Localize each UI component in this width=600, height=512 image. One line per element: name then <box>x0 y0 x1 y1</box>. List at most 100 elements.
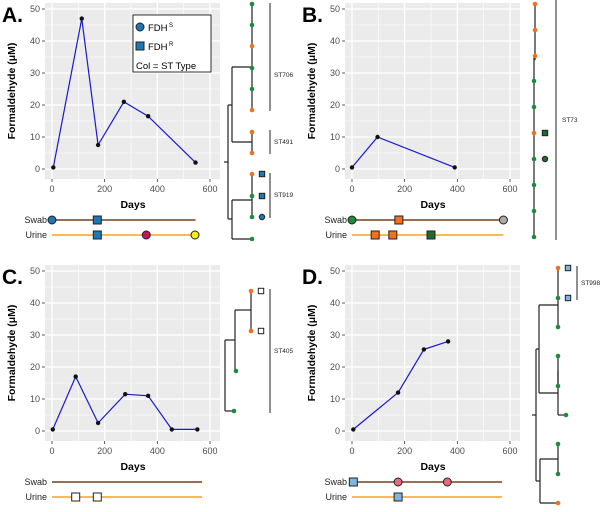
tree-tip <box>231 408 237 414</box>
x-tick-label: 200 <box>397 184 412 194</box>
data-point <box>73 374 78 379</box>
tree-tip <box>555 471 561 477</box>
data-point <box>195 427 200 432</box>
x-tick-label: 600 <box>502 184 517 194</box>
x-tick-label: 600 <box>202 446 217 456</box>
y-tick-label: 40 <box>330 36 340 46</box>
swab-sample-circle <box>47 215 57 225</box>
data-point <box>452 165 457 170</box>
tree-tip <box>531 130 537 136</box>
y-tick-label: 40 <box>30 36 40 46</box>
tree-tip <box>531 182 537 188</box>
y-tick-label: 40 <box>330 298 340 308</box>
phylogenetic-tree: ST998 <box>532 264 600 506</box>
x-axis-title: Days <box>120 199 145 211</box>
tree-tip <box>531 208 537 214</box>
legend-label: FDH <box>148 23 168 34</box>
swab-sample-square <box>348 477 358 487</box>
x-tick-label: 400 <box>150 446 165 456</box>
legend-box <box>132 14 212 73</box>
tree-tip <box>531 78 537 84</box>
phylogenetic-tree: ST706 ST491 ST919 <box>224 1 294 242</box>
tree-tip <box>249 193 255 199</box>
y-axis-title: Formaldehyde (μM) <box>6 305 18 402</box>
x-axis-title: Days <box>420 461 445 473</box>
tree-tip <box>532 53 538 59</box>
tree-tip <box>555 265 561 271</box>
tip-square-icon <box>257 287 265 295</box>
x-tick-label: 200 <box>97 446 112 456</box>
x-tick-label: 0 <box>349 446 354 456</box>
data-point <box>349 165 355 170</box>
urine-label: Urine <box>25 492 47 502</box>
x-tick-label: 600 <box>502 446 517 456</box>
legend-label: FDH <box>148 42 168 53</box>
y-tick-label: 0 <box>35 426 40 436</box>
tree-tip <box>249 43 255 49</box>
x-axis-title: Days <box>420 199 445 211</box>
data-point <box>169 427 175 432</box>
tip-circle-icon <box>541 155 549 163</box>
tree-tip <box>555 441 561 447</box>
y-tick-label: 10 <box>30 394 40 404</box>
phylogenetic-tree: ST405 <box>224 287 294 414</box>
panel-a: 0 200 400 600 0 10 20 30 40 50 A. Days Formaldehyde … <box>2 1 294 242</box>
tree-tip <box>531 156 537 162</box>
tree-tip <box>555 295 561 301</box>
y-tick-label: 50 <box>330 4 340 14</box>
swab-label: Swab <box>24 477 47 487</box>
y-tick-label: 10 <box>30 132 40 142</box>
tree-tip <box>555 324 561 330</box>
tree-tip <box>249 236 255 242</box>
x-tick-label: 400 <box>150 184 165 194</box>
tree-tip <box>532 27 538 33</box>
series-line <box>352 340 449 430</box>
urine-label: Urine <box>25 230 47 240</box>
data-point <box>193 160 198 165</box>
panel-label: C. <box>2 266 23 289</box>
tip-square-icon <box>258 170 266 178</box>
y-tick-label: 30 <box>330 68 340 78</box>
tip-square-icon <box>258 192 266 200</box>
tree-tip <box>532 1 538 7</box>
urine-label: Urine <box>325 230 347 240</box>
y-tick-label: 20 <box>30 362 40 372</box>
tree-tip <box>249 214 255 220</box>
data-point <box>145 114 151 119</box>
tree-tip <box>249 150 255 156</box>
swab-sample-circle <box>393 477 403 487</box>
panel-label: D. <box>302 266 323 289</box>
data-point <box>351 427 356 432</box>
urine-sample-square <box>370 230 380 240</box>
y-tick-label: 0 <box>35 164 40 174</box>
swab-label: Swab <box>324 215 347 225</box>
tree-tip <box>555 353 561 359</box>
y-axis-title: Formaldehyde (μM) <box>306 43 318 140</box>
data-point <box>51 165 56 170</box>
panel-b: 0 200 400 600 0 10 20 30 40 50 B. Days Formaldehyde … <box>302 0 578 240</box>
y-tick-label: 10 <box>330 394 340 404</box>
data-point <box>121 99 127 105</box>
data-point <box>445 339 451 344</box>
tree-tip <box>249 1 255 7</box>
y-tick-label: 20 <box>330 100 340 110</box>
panel-d: 0 200 400 600 0 10 20 30 40 50 D. Days Formaldehyde … <box>302 264 600 506</box>
x-tick-label: 0 <box>349 184 354 194</box>
x-tick-label: 200 <box>397 446 412 456</box>
legend-superscript: R <box>169 42 174 48</box>
tree-tip <box>249 86 255 92</box>
tip-square-icon <box>564 294 572 302</box>
series-line <box>52 18 196 168</box>
urine-label: Urine <box>325 492 347 502</box>
tip-square-icon <box>257 327 265 335</box>
tree-tip <box>531 234 537 240</box>
panel-label: B. <box>302 4 323 27</box>
y-tick-label: 0 <box>335 164 340 174</box>
data-point <box>395 390 401 395</box>
swab-sample-square <box>394 215 404 225</box>
y-axis-title: Formaldehyde (μM) <box>306 305 318 402</box>
swab-sample-circle <box>347 215 357 225</box>
tip-circle-icon <box>258 213 266 221</box>
x-tick-label: 0 <box>49 446 54 456</box>
